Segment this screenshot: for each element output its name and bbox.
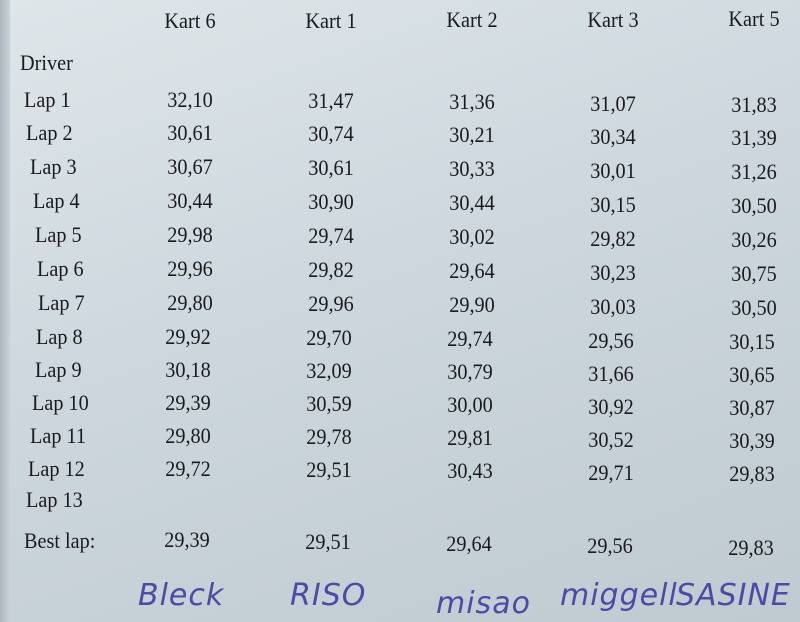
lap-time-cell: 29,72: [165, 456, 211, 481]
lap-time-cell: 29,83: [729, 460, 775, 486]
lap-label: Lap 8: [36, 324, 83, 349]
lap-time-cell: 30,34: [590, 123, 636, 149]
best-lap-cell: 29,39: [164, 527, 210, 552]
lap-label: Lap 12: [28, 456, 85, 481]
column-header: Kart 1: [305, 7, 357, 33]
lap-label: Lap 1: [24, 87, 71, 112]
lap-time-cell: 32,09: [306, 358, 352, 384]
lap-time-cell: 30,18: [165, 357, 211, 382]
lap-time-cell: 30,65: [729, 361, 775, 387]
lap-time-cell: 31,47: [308, 88, 354, 114]
lap-label: Lap 13: [26, 487, 83, 512]
lap-label: Lap 2: [26, 120, 73, 145]
lap-time-cell: 30,50: [731, 294, 777, 320]
handwritten-driver-name: Bleck: [138, 578, 225, 613]
lap-label: Lap 9: [35, 357, 82, 382]
lap-time-cell: 29,81: [447, 425, 493, 451]
lap-time-cell: 30,03: [590, 293, 636, 319]
lap-time-cell: 31,66: [588, 360, 634, 386]
column-header: Kart 2: [446, 7, 498, 32]
best-lap-cell: 29,56: [587, 533, 633, 558]
lap-time-cell: 30,61: [167, 120, 213, 145]
best-lap-cell: 29,51: [305, 529, 351, 554]
lap-time-cell: 30,23: [590, 259, 636, 285]
column-header: Kart 5: [728, 6, 780, 31]
lap-time-cell: 29,90: [449, 292, 495, 318]
lap-time-cell: 30,61: [308, 155, 354, 181]
lap-time-cell: 31,83: [731, 91, 777, 117]
lap-label: Lap 4: [33, 188, 80, 213]
lap-time-cell: 30,90: [308, 189, 354, 215]
lap-time-cell: 30,87: [729, 394, 775, 420]
lap-time-cell: 30,92: [588, 393, 634, 419]
lap-time-cell: 30,15: [590, 191, 636, 217]
lap-time-cell: 32,10: [167, 87, 213, 112]
lap-time-cell: 29,64: [449, 258, 495, 284]
lap-time-cell: 31,07: [590, 90, 636, 116]
handwritten-driver-name: SASINE: [676, 578, 791, 613]
lap-time-cell: 30,75: [731, 260, 777, 286]
lap-label: Lap 7: [38, 290, 85, 315]
column-header: Kart 6: [164, 8, 216, 33]
lap-label: Lap 3: [30, 154, 77, 179]
lap-time-cell: 30,33: [449, 156, 495, 182]
lap-time-cell: 29,74: [447, 326, 493, 352]
lap-time-cell: 29,98: [167, 222, 213, 247]
lap-time-cell: 29,96: [308, 291, 354, 317]
lap-time-cell: 30,02: [449, 224, 495, 250]
lap-time-cell: 30,44: [167, 188, 213, 213]
paper-edge: [0, 0, 10, 622]
lap-time-cell: 30,26: [731, 226, 777, 252]
lap-time-cell: 31,26: [731, 158, 777, 184]
lap-time-cell: 29,82: [308, 257, 354, 283]
best-lap-label: Best lap:: [24, 528, 96, 553]
best-lap-cell: 29,83: [728, 535, 774, 560]
lap-time-cell: 30,15: [729, 328, 775, 354]
handwritten-driver-name: miggell: [560, 578, 678, 613]
lap-time-cell: 29,78: [306, 424, 352, 450]
lap-time-cell: 31,39: [731, 124, 777, 150]
lap-time-cell: 29,92: [165, 324, 211, 349]
lap-time-cell: 29,82: [590, 225, 636, 251]
lap-time-cell: 30,21: [449, 122, 495, 148]
column-header: Kart 3: [587, 6, 639, 32]
lap-time-cell: 29,39: [165, 390, 211, 415]
driver-label: Driver: [20, 50, 73, 75]
lap-time-cell: 29,56: [588, 327, 634, 353]
lap-time-cell: 30,74: [308, 121, 354, 147]
lap-time-cell: 29,80: [165, 423, 211, 448]
lap-time-cell: 30,59: [306, 391, 352, 417]
lap-label: Lap 6: [37, 256, 84, 281]
handwritten-driver-name: RISO: [290, 578, 367, 613]
lap-time-cell: 30,44: [449, 190, 495, 216]
lap-time-cell: 29,74: [308, 223, 354, 249]
lap-label: Lap 5: [35, 222, 82, 247]
lap-time-cell: 29,51: [306, 457, 352, 483]
lap-time-cell: 30,43: [447, 458, 493, 484]
best-lap-cell: 29,64: [446, 531, 492, 556]
handwritten-driver-name: misao: [436, 586, 531, 621]
lap-label: Lap 10: [32, 390, 89, 415]
lap-time-cell: 30,67: [167, 154, 213, 179]
lap-time-cell: 29,71: [588, 459, 634, 485]
lap-time-cell: 30,79: [447, 359, 493, 385]
lap-time-cell: 30,01: [590, 157, 636, 183]
lap-time-cell: 31,36: [449, 89, 495, 115]
lap-time-cell: 30,52: [588, 426, 634, 452]
lap-time-cell: 29,80: [167, 290, 213, 315]
lap-label: Lap 11: [30, 423, 87, 448]
lap-time-cell: 29,70: [306, 325, 352, 351]
lap-time-cell: 30,39: [729, 427, 775, 453]
lap-time-cell: 30,50: [731, 192, 777, 218]
lap-time-cell: 30,00: [447, 392, 493, 418]
lap-time-cell: 29,96: [167, 256, 213, 281]
